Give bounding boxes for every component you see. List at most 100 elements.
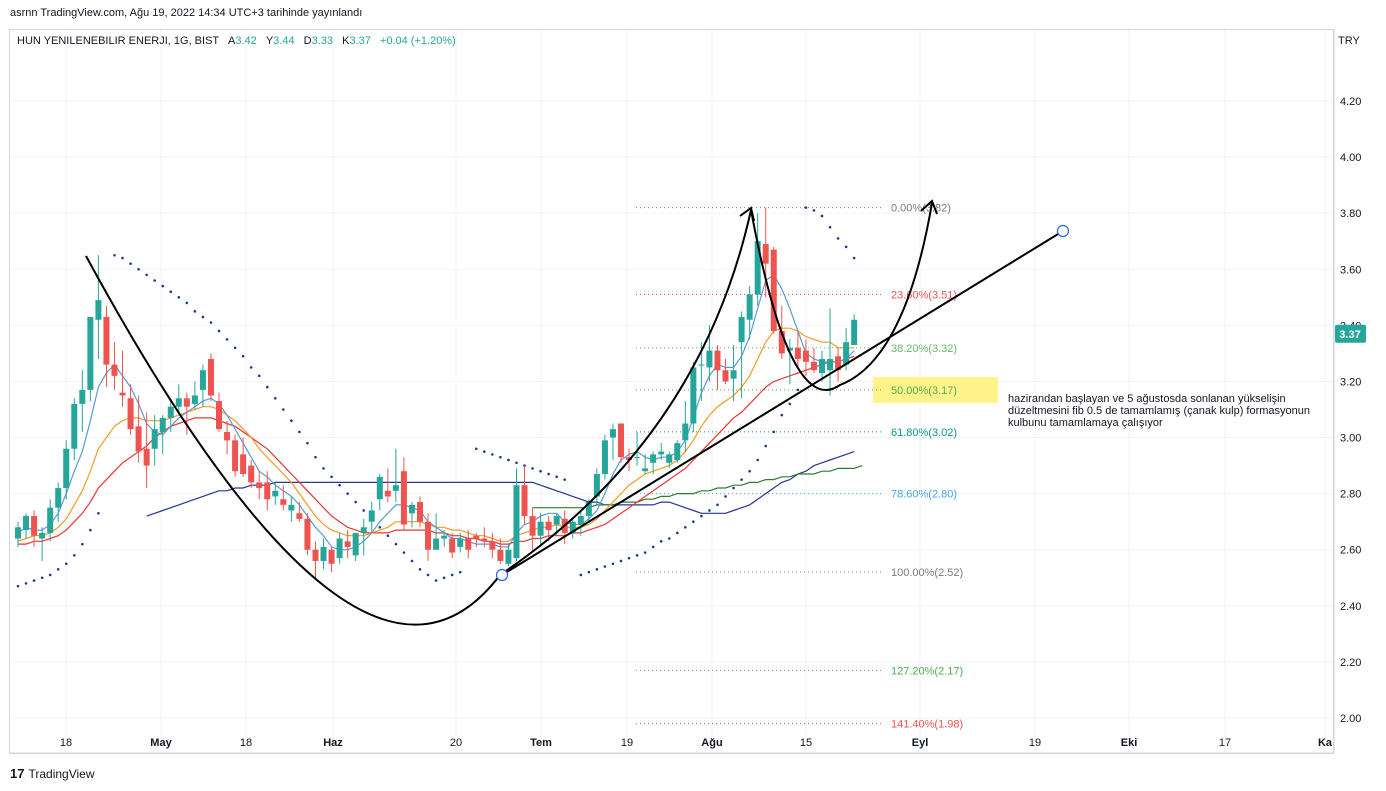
arrow-head-target <box>920 199 938 215</box>
x-tick-label: Eyl <box>912 737 929 749</box>
candle-body <box>521 485 528 517</box>
candle-body <box>384 490 391 497</box>
fib-level-label: 61.80%(3.02) <box>891 427 957 439</box>
candle-body <box>851 319 858 345</box>
sar-dot <box>249 366 253 369</box>
sar-dot <box>499 455 502 459</box>
candle-body <box>433 538 440 550</box>
fib-level-label: 50.00%(3.17) <box>891 385 957 397</box>
candle-body <box>658 451 665 455</box>
tradingview-logo[interactable]: 17 TradingView <box>10 766 95 781</box>
candle-body <box>143 448 150 466</box>
candle-body <box>497 549 504 561</box>
x-tick-label: Ağu <box>701 737 722 749</box>
candle-body <box>714 350 721 371</box>
candle-body <box>835 356 842 371</box>
candle-body <box>87 316 94 390</box>
sar-dot <box>217 329 221 333</box>
candle-body <box>674 443 681 460</box>
currency-label[interactable]: TRY <box>1338 35 1360 47</box>
sar-dot <box>724 495 727 498</box>
candle-body <box>360 527 367 533</box>
sar-dot <box>225 338 229 341</box>
sar-dot <box>16 584 20 588</box>
low-label: D <box>303 35 312 47</box>
candle-body <box>778 330 785 354</box>
candle-body <box>272 490 279 497</box>
candle-body <box>248 465 255 483</box>
last-price-tag <box>1335 324 1366 343</box>
y-tick-label: 3.60 <box>1340 264 1361 276</box>
candle-body <box>457 538 464 547</box>
high-label: Y <box>265 35 274 47</box>
symbol-legend: HUN YENILENEBILIR ENERJI, 1G, BIST A3.42… <box>17 35 456 47</box>
candle-body <box>529 516 536 536</box>
sar-dot <box>209 321 213 324</box>
sar-dot <box>97 511 100 515</box>
open-label: A <box>228 35 236 47</box>
candle-body <box>151 429 158 449</box>
candle-body <box>537 521 544 536</box>
candle-body <box>408 504 415 514</box>
fib-level-label: 78.60%(2.80) <box>891 489 957 501</box>
candle-body <box>240 454 247 475</box>
candle-body <box>344 541 351 547</box>
change-value: +0.04 (+1.20%) <box>379 35 456 47</box>
sar-dot <box>756 458 759 462</box>
candle-body <box>449 538 456 553</box>
candle-body <box>513 485 520 559</box>
sar-dot <box>81 542 84 546</box>
candle-body <box>71 403 78 449</box>
sar-dot <box>836 237 840 240</box>
sar-dot <box>282 408 285 411</box>
candle-body <box>207 359 214 396</box>
sar-dot <box>129 262 132 265</box>
y-tick-label: 3.20 <box>1340 376 1361 388</box>
x-tick-label: Haz <box>323 737 343 749</box>
candle-body <box>465 538 472 550</box>
sar-dot <box>32 579 36 582</box>
candle-body <box>827 359 834 371</box>
ma-blue-line <box>17 274 855 551</box>
x-tick-label: 20 <box>450 737 462 749</box>
candle-body <box>280 499 287 505</box>
sar-dot <box>812 209 816 212</box>
sar-dot <box>442 576 446 580</box>
candle-body <box>376 476 383 500</box>
publish-info: asrnn TradingView.com, Ağu 19, 2022 14:3… <box>10 7 363 19</box>
candle-body <box>312 549 319 561</box>
sar-dot <box>24 582 28 585</box>
rally-curve <box>499 209 752 576</box>
candle-body <box>425 521 432 550</box>
close-value: 3.37 <box>349 35 371 47</box>
sar-dot <box>684 525 687 529</box>
sar-dot <box>716 503 719 507</box>
sar-dot <box>153 279 156 282</box>
sar-dot <box>700 514 703 518</box>
candle-body <box>167 406 174 418</box>
fib-level-label: 23.60%(3.51) <box>891 290 957 302</box>
sar-dot <box>418 568 422 571</box>
sar-dot <box>241 354 245 358</box>
sar-dot <box>330 475 333 479</box>
sar-dot <box>193 310 197 313</box>
candle-body <box>23 516 30 531</box>
candle-body <box>650 454 657 463</box>
candle-body <box>31 516 38 536</box>
candle-body <box>256 482 263 489</box>
sar-dot <box>627 556 631 560</box>
x-tick-label: 15 <box>800 737 812 749</box>
fib-level-label: 127.20%(2.17) <box>891 665 963 677</box>
sar-dot <box>780 413 784 417</box>
sar-dot <box>177 296 181 299</box>
sar-dot <box>298 430 301 434</box>
handle-curve <box>750 202 933 391</box>
sar-dot <box>820 214 824 218</box>
annotation-text[interactable]: hazirandan başlayan ve 5 ağustosda sonla… <box>1008 393 1311 429</box>
sar-dot <box>121 256 124 260</box>
candle-body <box>722 370 729 382</box>
candle-body <box>127 398 134 430</box>
sar-dot <box>290 419 293 423</box>
sar-dot <box>796 388 800 392</box>
